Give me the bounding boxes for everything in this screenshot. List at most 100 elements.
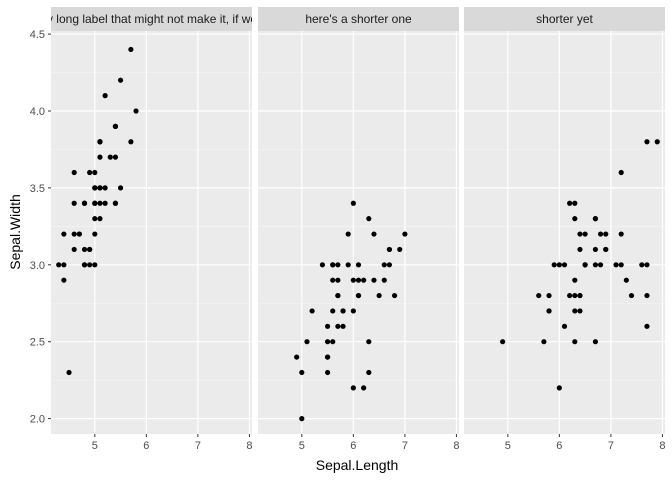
data-point bbox=[299, 416, 305, 422]
data-point bbox=[572, 308, 578, 314]
data-point bbox=[335, 292, 341, 299]
data-point bbox=[366, 216, 372, 222]
data-point bbox=[644, 292, 650, 299]
data-point bbox=[371, 231, 377, 237]
data-point bbox=[654, 139, 660, 145]
data-point bbox=[623, 277, 629, 283]
data-point bbox=[355, 262, 362, 268]
data-point bbox=[81, 200, 88, 206]
data-point bbox=[61, 231, 67, 237]
data-point bbox=[592, 339, 599, 345]
data-point bbox=[304, 339, 310, 345]
data-point bbox=[371, 277, 377, 283]
facet-strip bbox=[258, 7, 459, 31]
data-point bbox=[335, 262, 341, 268]
data-point bbox=[592, 262, 599, 268]
panel-background bbox=[464, 31, 665, 434]
data-point bbox=[592, 246, 599, 253]
data-point bbox=[102, 200, 108, 206]
y-tick-label: 4.5 bbox=[30, 29, 45, 41]
data-point bbox=[561, 262, 568, 268]
data-point bbox=[618, 231, 624, 237]
data-point bbox=[551, 262, 557, 268]
data-point bbox=[294, 354, 300, 360]
data-point bbox=[97, 185, 103, 191]
facet-strip bbox=[464, 7, 665, 31]
data-point bbox=[376, 292, 382, 299]
data-point bbox=[603, 231, 609, 237]
x-tick-label: 8 bbox=[246, 440, 252, 452]
data-point bbox=[391, 292, 398, 299]
data-point bbox=[324, 369, 331, 376]
data-point bbox=[361, 385, 367, 391]
x-tick-label: 7 bbox=[402, 440, 408, 452]
data-point bbox=[112, 123, 119, 129]
data-point bbox=[386, 262, 393, 268]
data-point bbox=[546, 308, 552, 314]
data-point bbox=[335, 277, 341, 283]
data-point bbox=[71, 200, 77, 206]
data-point bbox=[81, 246, 88, 253]
data-point bbox=[381, 262, 387, 268]
data-point bbox=[577, 231, 583, 237]
data-point bbox=[386, 246, 393, 253]
data-point bbox=[92, 200, 98, 206]
data-point bbox=[71, 246, 77, 253]
data-point bbox=[366, 369, 372, 376]
data-point bbox=[107, 154, 113, 160]
y-tick-label: 4.0 bbox=[30, 106, 45, 118]
facet-strip-label: here's a shorter one bbox=[305, 12, 412, 26]
x-tick-label: 5 bbox=[505, 440, 511, 452]
data-point bbox=[500, 339, 506, 345]
data-point bbox=[112, 154, 119, 160]
data-point bbox=[112, 200, 119, 206]
data-point bbox=[644, 323, 650, 329]
data-point bbox=[299, 369, 305, 376]
data-point bbox=[117, 185, 124, 191]
y-tick-label: 3.5 bbox=[30, 183, 45, 195]
data-point bbox=[335, 323, 341, 329]
data-point bbox=[541, 339, 547, 345]
facet-panel: shorter yet bbox=[464, 7, 665, 434]
data-point bbox=[582, 262, 588, 268]
panels-layer: pretty long label that might not make it… bbox=[51, 7, 665, 434]
data-point bbox=[567, 200, 573, 206]
x-tick-label: 8 bbox=[453, 440, 459, 452]
facet-strip bbox=[51, 7, 252, 31]
data-point bbox=[92, 169, 98, 176]
data-point bbox=[340, 323, 346, 329]
data-point bbox=[61, 277, 67, 283]
data-point bbox=[97, 139, 103, 145]
x-tick-label: 8 bbox=[659, 440, 665, 452]
x-tick-label: 5 bbox=[92, 440, 98, 452]
data-point bbox=[361, 277, 367, 283]
data-point bbox=[330, 262, 336, 268]
facet-panel: pretty long label that might not make it… bbox=[51, 7, 252, 434]
data-point bbox=[644, 262, 650, 268]
data-point bbox=[577, 292, 583, 299]
data-point bbox=[572, 200, 578, 206]
panel-background bbox=[258, 31, 459, 434]
data-point bbox=[572, 339, 578, 345]
data-point bbox=[345, 231, 351, 237]
data-point bbox=[582, 231, 588, 237]
data-point bbox=[402, 231, 408, 237]
data-point bbox=[577, 246, 583, 253]
x-tick-label: 6 bbox=[556, 440, 562, 452]
data-point bbox=[92, 185, 98, 191]
data-point bbox=[628, 292, 635, 299]
data-point bbox=[603, 246, 609, 253]
data-point bbox=[97, 200, 103, 206]
y-axis-title: Sepal.Width bbox=[7, 194, 23, 269]
data-point bbox=[350, 277, 356, 283]
data-point bbox=[76, 231, 82, 237]
data-point bbox=[309, 308, 315, 314]
data-point bbox=[345, 262, 351, 268]
x-tick-label: 7 bbox=[195, 440, 201, 452]
data-point bbox=[572, 216, 578, 222]
data-point bbox=[618, 262, 624, 268]
data-point bbox=[556, 262, 562, 268]
y-tick-label: 2.0 bbox=[30, 414, 45, 426]
data-point bbox=[350, 200, 356, 206]
